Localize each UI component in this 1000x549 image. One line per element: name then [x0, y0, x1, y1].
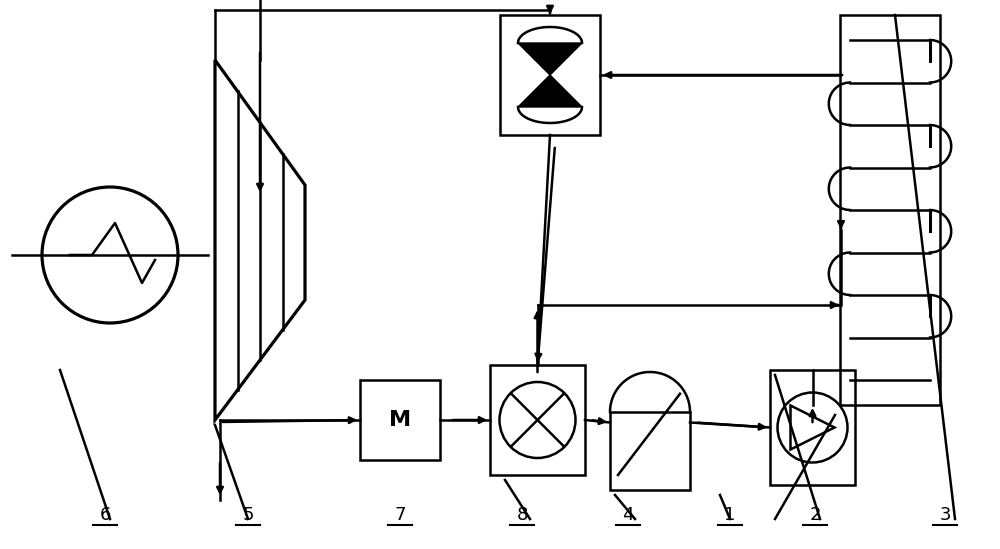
Text: 1: 1 [724, 506, 736, 524]
Polygon shape [518, 75, 582, 107]
Bar [360, 380, 440, 460]
Text: 7: 7 [394, 506, 406, 524]
Text: 3: 3 [939, 506, 951, 524]
Bar [840, 15, 940, 405]
Text: 8: 8 [516, 506, 528, 524]
Text: M: M [389, 410, 411, 430]
Bar [770, 370, 855, 485]
Bar [500, 15, 600, 135]
Bar [490, 365, 585, 475]
Polygon shape [518, 43, 582, 75]
Text: 5: 5 [242, 506, 254, 524]
Bar [610, 412, 690, 490]
Text: 4: 4 [622, 506, 634, 524]
Text: 2: 2 [809, 506, 821, 524]
Text: 6: 6 [99, 506, 111, 524]
